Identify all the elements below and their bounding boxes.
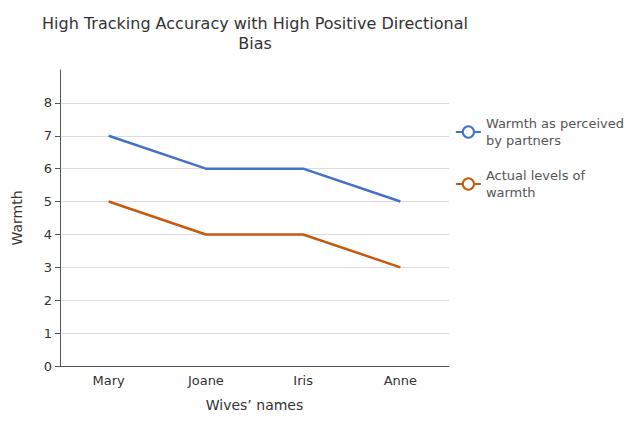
svg-text:3: 3: [44, 260, 52, 275]
svg-text:5: 5: [44, 194, 52, 209]
svg-text:Warmth: Warmth: [9, 190, 25, 245]
svg-text:Mary: Mary: [93, 373, 126, 388]
svg-text:Bias: Bias: [238, 34, 272, 53]
svg-text:Joane: Joane: [187, 373, 224, 388]
svg-text:1: 1: [44, 326, 52, 341]
svg-text:Iris: Iris: [293, 373, 313, 388]
svg-text:Actual levels of: Actual levels of: [486, 168, 586, 183]
svg-text:4: 4: [44, 227, 52, 242]
svg-text:by partners: by partners: [486, 133, 561, 148]
svg-text:8: 8: [44, 95, 52, 110]
svg-text:warmth: warmth: [486, 185, 536, 200]
svg-text:6: 6: [44, 161, 52, 176]
svg-text:2: 2: [44, 293, 52, 308]
svg-text:Wives’ names: Wives’ names: [206, 397, 304, 413]
svg-text:Warmth as perceived: Warmth as perceived: [486, 116, 624, 131]
svg-text:7: 7: [44, 128, 52, 143]
svg-text:High Tracking Accuracy with Hi: High Tracking Accuracy with High Positiv…: [42, 14, 468, 33]
svg-text:0: 0: [44, 359, 52, 374]
svg-text:Anne: Anne: [384, 373, 417, 388]
